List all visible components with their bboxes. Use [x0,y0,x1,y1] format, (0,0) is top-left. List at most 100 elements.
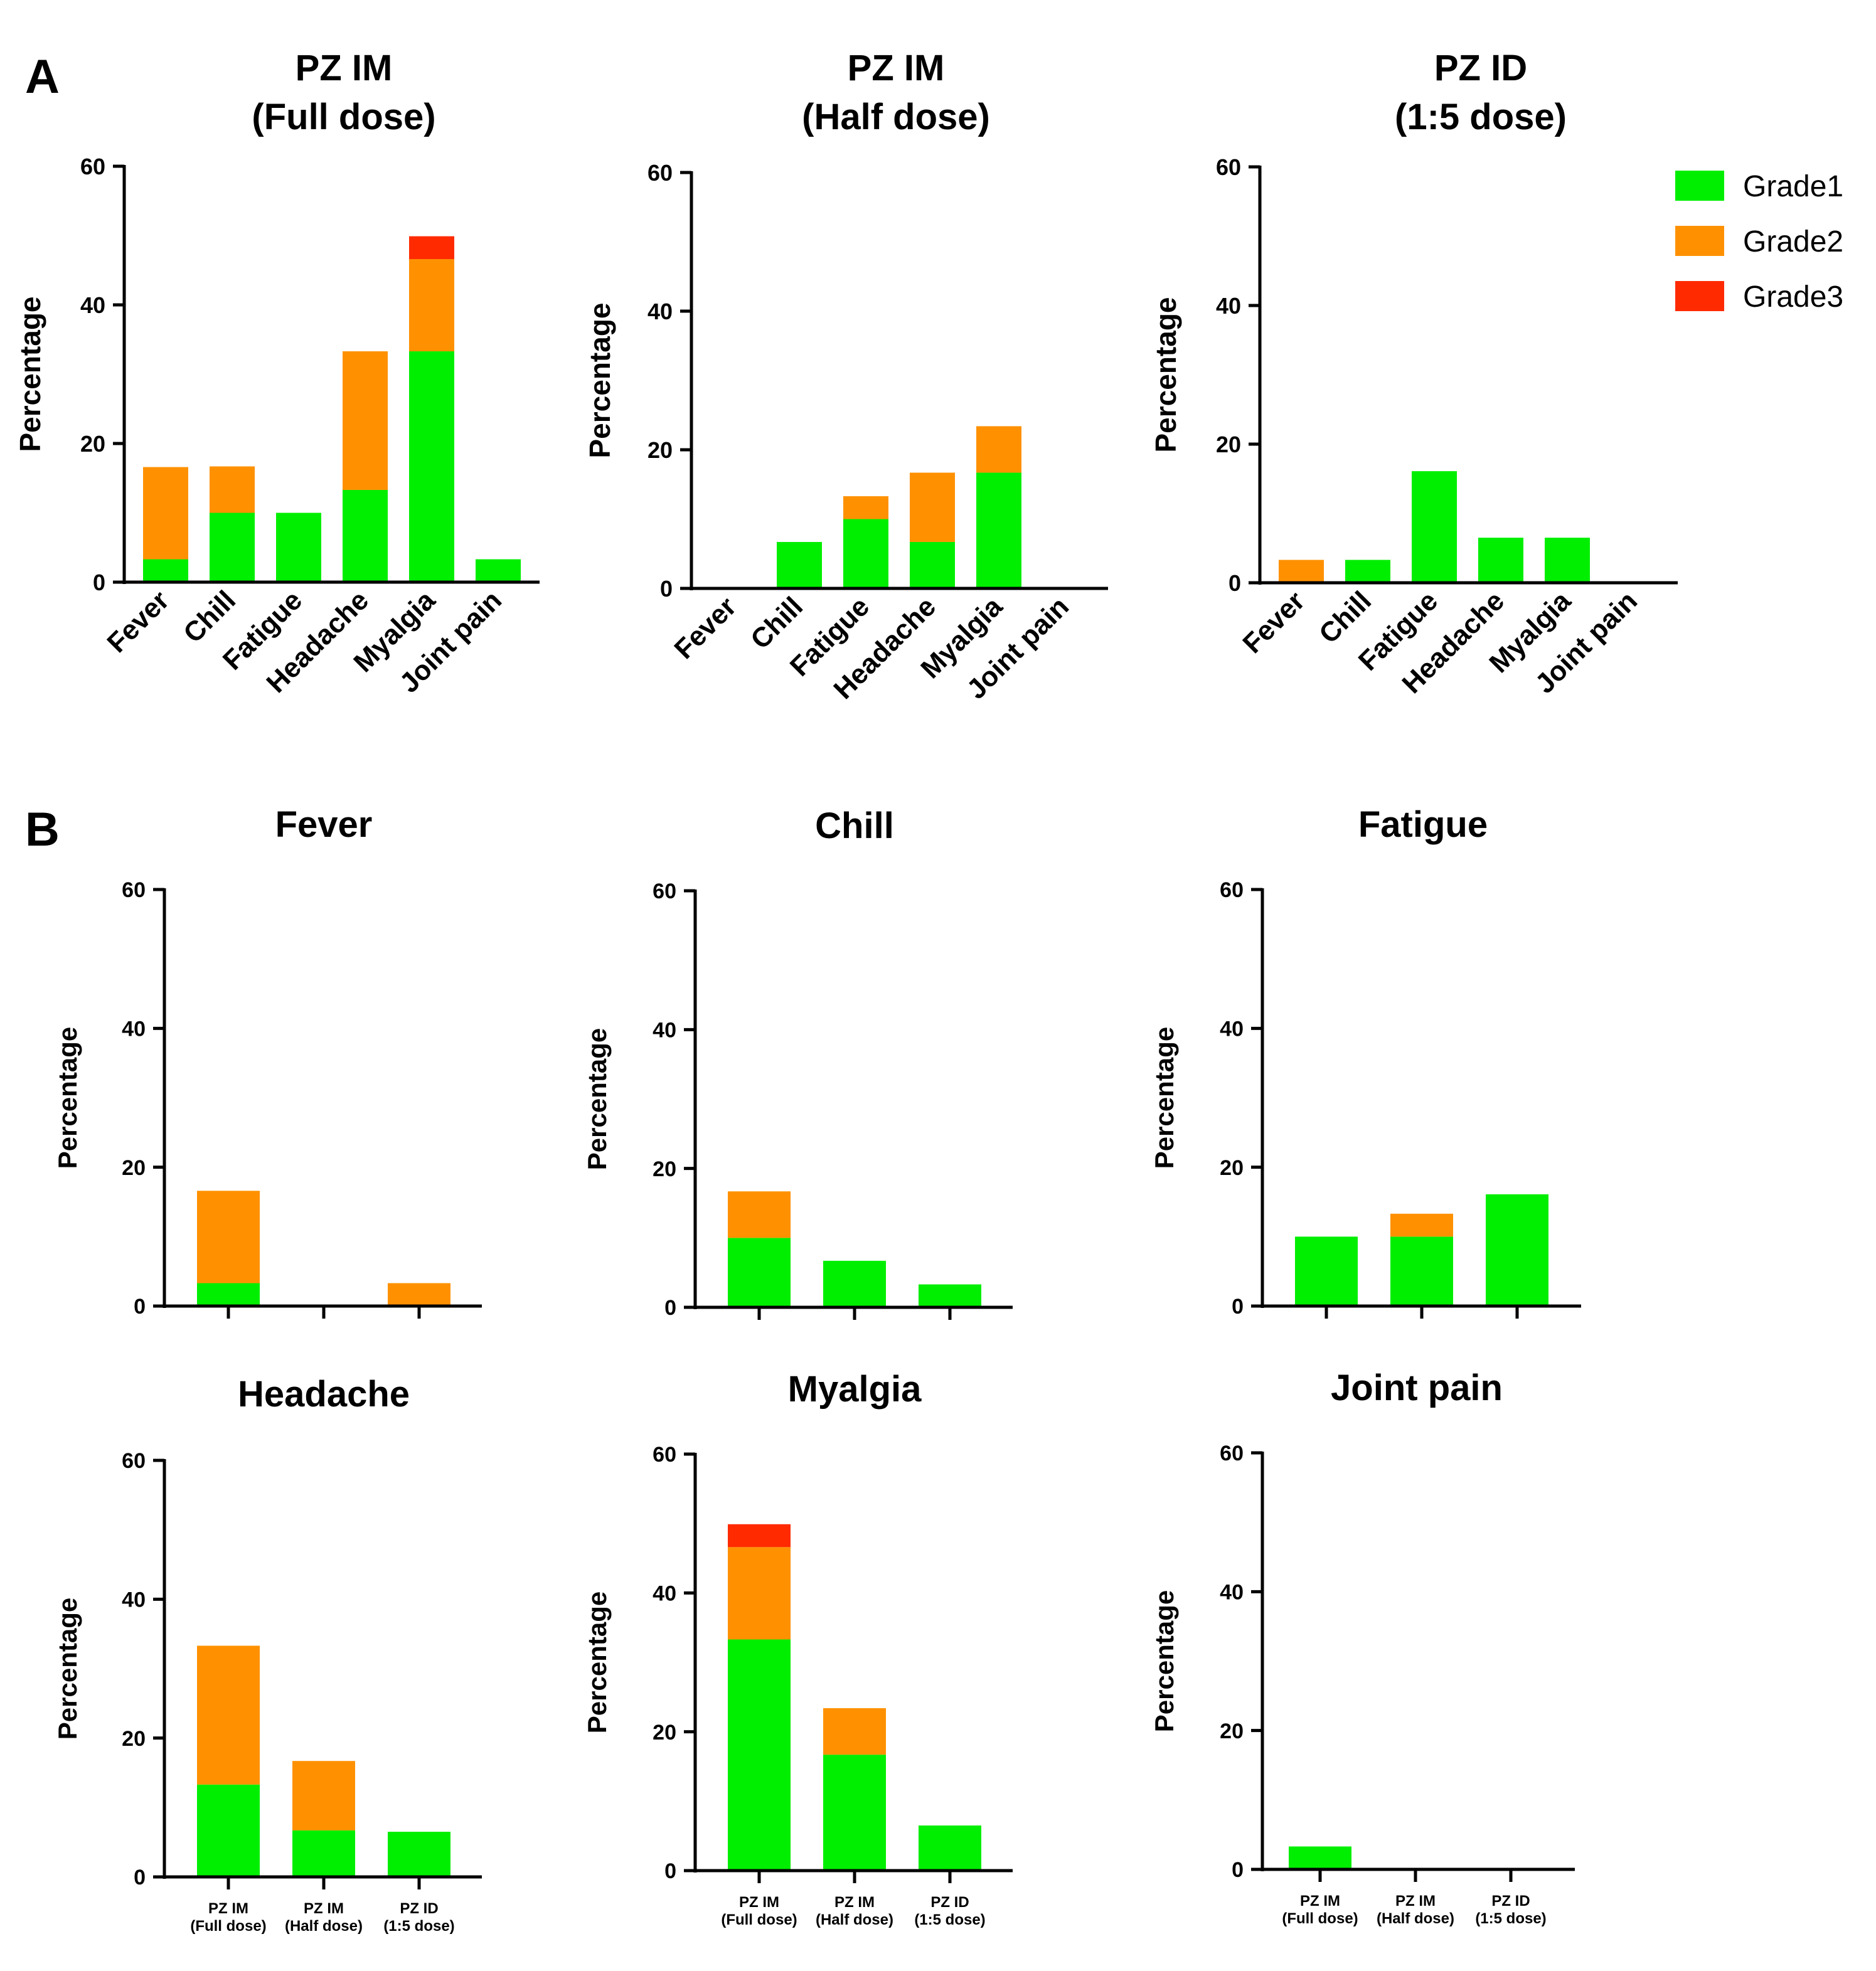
bar-grade1-5 [976,472,1021,588]
y-tick-label: 20 [648,437,673,463]
y-tick-label: 60 [1216,154,1241,180]
chart-title: PZ IM [848,48,945,88]
bar-grade1-2 [292,1830,355,1877]
bar-grade1-2 [1345,560,1390,583]
y-tick-label: 60 [1220,878,1244,902]
x-tick-label: (1:5 dose) [383,1918,454,1935]
legend: Grade1 Grade2 Grade3 [1675,170,1843,314]
bar-grade1-3 [1486,1194,1548,1306]
y-tick-label: 60 [1220,1442,1244,1465]
y-tick-label: 60 [122,878,146,902]
bar-grade1-1 [1289,1846,1351,1869]
x-tick-label: (Half dose) [1377,1910,1454,1927]
y-tick-label: 20 [80,431,105,457]
y-tick-label: 0 [134,1295,146,1319]
bar-grade2-1 [143,467,188,560]
y-tick-label: 60 [653,879,676,903]
bar-grade2-2 [1390,1213,1453,1237]
x-tick-label: (1:5 dose) [1475,1910,1546,1927]
legend-swatch-grade1 [1675,171,1724,201]
chart-title: (Full dose) [252,97,435,137]
bar-grade1-3 [919,1284,981,1307]
chart-title: Fatigue [1358,804,1488,845]
bar-grade2-3 [388,1283,450,1306]
y-tick-label: 0 [664,1859,676,1883]
y-axis-label: Percentage [582,1591,612,1733]
y-tick-label: 0 [664,1296,676,1320]
x-tick-label: (Full dose) [721,1911,797,1928]
x-tick-label: (Full dose) [190,1918,266,1935]
bar-grade1-1 [1295,1236,1358,1306]
chart-title: PZ ID [1434,48,1527,88]
bar-grade1-6 [476,559,521,582]
y-tick-label: 40 [653,1582,676,1606]
bar-grade2-1 [197,1191,260,1283]
bar-grade1-2 [823,1260,886,1307]
chart-title: Chill [815,805,894,846]
y-axis-label: Percentage [584,302,616,458]
y-axis-label: Percentage [1149,1027,1179,1169]
y-tick-label: 40 [122,1588,146,1612]
y-tick-label: 40 [122,1017,146,1041]
bar-grade1-4 [343,490,388,582]
x-tick-label-fever: Fever [668,591,742,665]
y-tick-label: 20 [1220,1156,1244,1180]
y-tick-label: 60 [648,160,673,186]
y-tick-label: 40 [1220,1581,1244,1605]
bar-grade1-4 [910,541,955,588]
legend-swatch-grade2 [1675,226,1724,256]
y-tick-label: 20 [1220,1719,1244,1743]
y-axis-label: Percentage [14,296,46,452]
bar-grade2-1 [728,1547,791,1640]
bar-grade2-4 [910,472,955,542]
chart-title: Fever [275,804,373,845]
chart-title: Headache [238,1374,410,1415]
bar-grade1-5 [409,351,454,582]
bar-grade1-2 [1390,1236,1453,1306]
y-axis-label: Percentage [53,1027,82,1169]
bar-grade1-2 [823,1755,886,1871]
legend-label-grade2: Grade2 [1743,225,1843,258]
x-tick-label: (Half dose) [816,1911,893,1928]
x-tick-label: PZ ID [930,1894,969,1911]
y-tick-label: 0 [134,1866,146,1889]
x-tick-label: (Full dose) [1282,1910,1358,1927]
chart-title: (Half dose) [802,97,990,137]
y-axis-label: Percentage [1149,297,1182,452]
chart-title: Joint pain [1331,1368,1503,1408]
x-tick-label: PZ IM [208,1900,248,1917]
y-tick-label: 0 [660,576,673,602]
y-tick-label: 20 [1216,432,1241,457]
panel-a-label: A [25,50,60,104]
bar-grade1-1 [728,1639,791,1871]
legend-swatch-grade3 [1675,281,1724,311]
y-tick-label: 40 [80,292,105,318]
legend-label-grade3: Grade3 [1743,280,1843,314]
x-tick-label: PZ IM [1395,1893,1436,1910]
y-tick-label: 0 [93,570,105,595]
x-tick-label: PZ ID [1491,1893,1530,1910]
y-tick-label: 0 [1228,570,1241,596]
bar-grade2-5 [976,426,1021,473]
x-tick-label: (1:5 dose) [914,1911,985,1928]
bar-grade1-3 [919,1825,981,1871]
y-tick-label: 60 [122,1449,146,1473]
x-tick-label: PZ IM [834,1894,875,1911]
bar-grade3-5 [409,236,454,260]
bar-grade1-3 [1412,471,1457,583]
bar-grade1-1 [728,1238,791,1307]
chart-4-fever: Fever 0 20 40 60 Percentage [53,804,482,1319]
y-tick-label: 20 [122,1727,146,1751]
x-tick-label: (Half dose) [285,1918,363,1935]
bar-grade2-5 [409,259,454,352]
bar-grade2-2 [292,1761,355,1830]
bar-grade1-2 [210,513,255,582]
x-tick-label: PZ IM [739,1894,779,1911]
bar-grade2-4 [343,351,388,491]
bar-grade2-2 [823,1708,886,1755]
y-tick-label: 60 [80,154,105,179]
bar-grade3-1 [728,1524,791,1548]
